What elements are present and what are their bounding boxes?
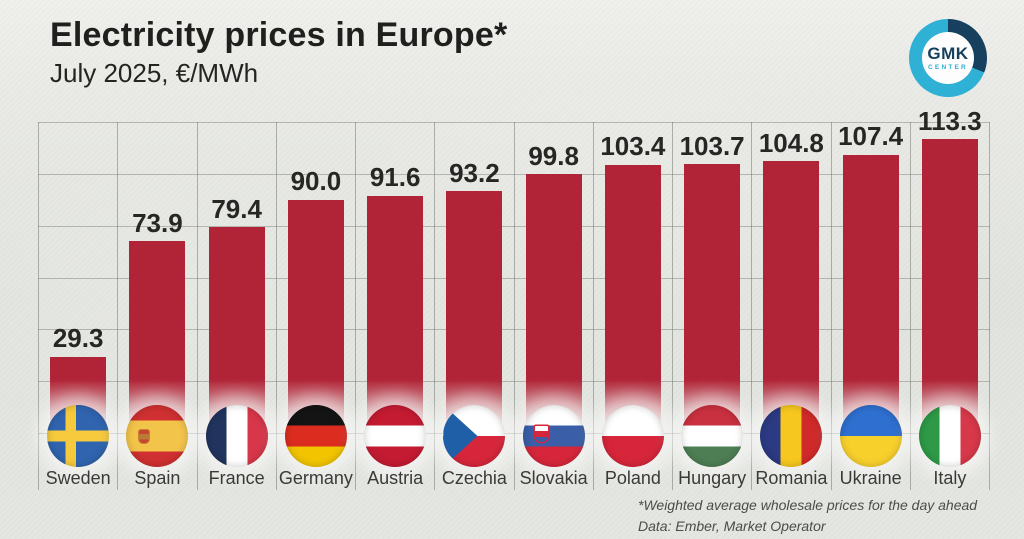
bar-poland <box>604 165 661 433</box>
value-label-poland: 103.4 <box>600 131 666 162</box>
bar-romania <box>763 161 820 433</box>
chart-column-france: 79.4 France <box>198 122 277 490</box>
country-label-romania: Romania <box>755 468 828 488</box>
country-label-italy: Italy <box>933 468 967 488</box>
chart-column-hungary: 103.7 Hungary <box>673 122 753 490</box>
bar-ukraine <box>842 154 899 433</box>
spain-coat-of-arms <box>139 430 150 443</box>
value-label-germany: 90.0 <box>290 166 342 197</box>
bar-spain <box>129 241 186 433</box>
flag-sweden-icon <box>47 405 110 467</box>
country-label-austria: Austria <box>367 468 424 488</box>
flag-hungary-icon <box>681 405 744 467</box>
logo-text-gmk: GMK <box>927 44 969 63</box>
bar-czechia <box>446 191 503 433</box>
bar-italy <box>921 139 978 433</box>
value-label-slovakia: 99.8 <box>528 140 579 171</box>
chart-column-slovakia: 99.8 Slovakia <box>515 122 594 490</box>
flag-spain-icon <box>126 405 189 467</box>
value-label-italy: 113.3 <box>918 105 982 136</box>
flag-italy-icon <box>918 405 981 467</box>
country-label-hungary: Hungary <box>678 468 747 488</box>
flag-romania-icon <box>760 405 823 467</box>
bar-france <box>208 227 265 433</box>
country-label-czechia: Czechia <box>441 468 507 488</box>
chart-column-sweden: 29.3 Sweden <box>39 122 119 490</box>
chart-column-spain: 73.9 Spain <box>118 122 198 490</box>
value-label-ukraine: 107.4 <box>838 121 904 152</box>
footnote: *Weighted average wholesale prices for t… <box>638 495 977 537</box>
bar-austria <box>367 195 424 433</box>
gmk-center-logo: GMK CENTER <box>909 19 987 97</box>
value-label-czechia: 93.2 <box>449 157 500 188</box>
country-label-france: France <box>208 468 265 488</box>
chart-column-germany: 90.0 Germany <box>277 122 356 490</box>
value-label-austria: 91.6 <box>369 162 421 193</box>
chart-column-ukraine: 107.4 Ukraine <box>832 122 911 490</box>
country-label-spain: Spain <box>134 468 181 488</box>
chart-column-poland: 103.4 Poland <box>594 122 673 490</box>
slovakia-coat-of-arms <box>534 426 548 442</box>
value-label-hungary: 103.7 <box>679 130 745 161</box>
flag-poland-icon <box>601 405 664 467</box>
chart-column-czechia: 93.2 Czechia <box>435 122 515 490</box>
country-label-slovakia: Slovakia <box>519 468 588 488</box>
value-label-sweden: 29.3 <box>52 323 104 354</box>
page-title: Electricity prices in Europe* <box>50 16 508 54</box>
chart-columns: 29.3 Sweden 73.9 Spain 79.4 France 90.0 Germany… <box>38 107 990 490</box>
page-subtitle: July 2025, €/MWh <box>50 58 259 88</box>
flag-austria-icon <box>364 405 427 467</box>
flag-ukraine-icon <box>839 405 902 467</box>
country-label-ukraine: Ukraine <box>839 468 902 488</box>
chart-column-austria: 91.6 Austria <box>356 122 436 490</box>
bar-slovakia <box>525 174 582 433</box>
chart-column-italy: 113.3 Italy <box>911 107 990 490</box>
footnote-line2: Data: Ember, Market Operator <box>638 518 826 534</box>
value-label-spain: 73.9 <box>132 207 183 238</box>
flag-triangle <box>443 405 478 467</box>
flag-germany-icon <box>284 405 347 467</box>
bar-germany <box>287 199 344 433</box>
value-label-romania: 104.8 <box>758 127 824 158</box>
country-label-poland: Poland <box>604 468 661 488</box>
chart-column-romania: 104.8 Romania <box>752 122 832 490</box>
flag-slovakia-icon <box>522 405 585 467</box>
flag-france-icon <box>205 405 268 467</box>
footnote-line1: *Weighted average wholesale prices for t… <box>638 497 978 513</box>
country-label-germany: Germany <box>278 468 353 488</box>
country-label-sweden: Sweden <box>45 468 111 488</box>
bar-chart: 29.3 Sweden 73.9 Spain 79.4 France 90.0 Germany… <box>38 107 990 490</box>
logo-text-center: CENTER <box>928 64 968 71</box>
flag-czechia-icon <box>443 405 506 467</box>
logo-inner-circle: GMK CENTER <box>922 32 974 84</box>
bar-hungary <box>684 164 741 433</box>
value-label-france: 79.4 <box>211 193 262 224</box>
